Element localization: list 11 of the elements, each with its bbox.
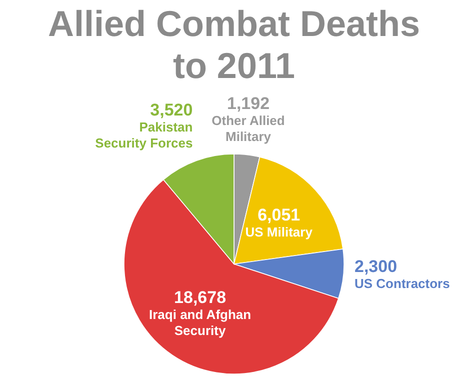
data-label: 1,192 [226, 94, 270, 113]
slice-label: US Contractors [354, 276, 450, 291]
slice-label: Other Allied Military [212, 112, 285, 144]
slice-label: Pakistan Security Forces [95, 119, 193, 150]
data-label: 18,678 [174, 288, 226, 308]
data-label: 6,051 [258, 205, 300, 224]
data-label: 3,520 [150, 100, 193, 120]
slice-label: US Military [245, 224, 314, 240]
data-label: 2,300 [354, 256, 398, 276]
chart-title: Allied Combat Deaths to 2011 [48, 3, 420, 86]
slice-label: Iraqi and Afghan Security [148, 307, 252, 338]
